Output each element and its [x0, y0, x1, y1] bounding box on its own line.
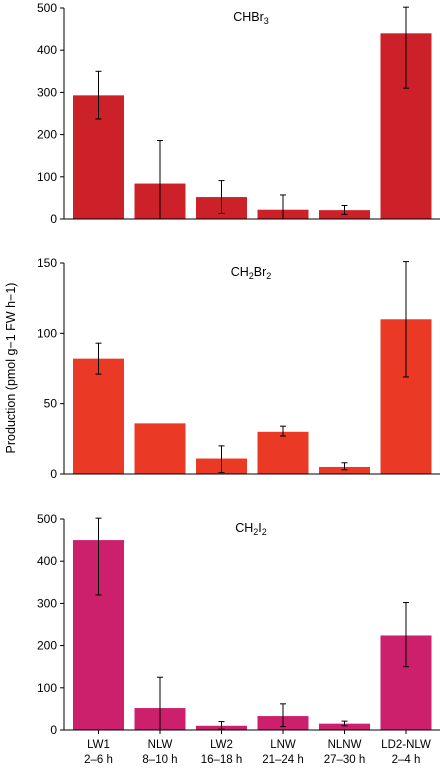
error-bar	[280, 703, 286, 728]
y-tick-label: 500	[37, 1, 57, 15]
x-category-sublabel: 21–24 h	[262, 754, 304, 766]
error-bar	[403, 602, 409, 668]
chart-panel: 0 50 100 150 CH2Br2	[37, 256, 440, 481]
y-tick-label: 100	[37, 170, 57, 184]
x-category-sublabel: 2–4 h	[392, 754, 421, 766]
x-category-sublabel: 8–10 h	[142, 754, 177, 766]
y-tick-label: 0	[50, 467, 57, 481]
y-tick-label: 300	[37, 596, 57, 610]
error-bar	[95, 342, 102, 375]
y-tick-label: 0	[50, 723, 57, 737]
y-tick-label: 200	[37, 128, 57, 142]
panel-title: CH2I2	[235, 521, 267, 537]
y-tick-label: 400	[37, 554, 57, 568]
error-bar	[341, 204, 348, 215]
y-tick-label: 400	[37, 43, 57, 57]
y-tick-label: 100	[37, 681, 57, 695]
error-bar	[218, 721, 225, 730]
error-bar	[341, 720, 348, 727]
x-category-sublabel: 27–30 h	[324, 754, 366, 766]
error-bar	[95, 517, 102, 596]
chart-panel: 0 100 200 300 400 500 CH2I2	[37, 512, 440, 737]
x-category-label: NLW	[148, 739, 173, 751]
error-bar	[403, 261, 409, 378]
x-category-label: LW2	[210, 739, 233, 751]
y-tick-label: 100	[37, 326, 57, 340]
chart-panel: 0 100 200 300 400 500 CHBr3	[37, 1, 440, 226]
error-bar	[95, 70, 102, 120]
x-category-sublabel: 2–6 h	[84, 754, 113, 766]
y-tick-label: 200	[37, 639, 57, 653]
y-tick-label: 0	[50, 212, 57, 226]
error-bar	[341, 462, 348, 471]
bar	[319, 466, 370, 474]
x-category-label: LNW	[270, 739, 296, 751]
panel-title: CH2Br2	[231, 265, 272, 281]
error-bar	[280, 425, 286, 437]
x-category-label: LD2-NLW	[381, 739, 431, 751]
panel-title: CHBr3	[233, 10, 269, 26]
y-tick-label: 500	[37, 512, 57, 526]
x-category-label: LW1	[87, 739, 110, 751]
y-tick-label: 150	[37, 256, 57, 270]
panels: 0 100 200 300 400 500 CHBr3 0 50 100 150 CH2Br2 0 100…	[37, 1, 440, 737]
x-category-label: NLNW	[328, 739, 362, 751]
y-axis-label: Production (pmol g−1 FW h−1)	[4, 283, 18, 454]
x-category-labels: LW1 2–6 h NLW 8–10 h LW2 16–18 h LNW 21–24 h NLN…	[84, 730, 431, 766]
bar	[257, 431, 309, 474]
bar	[73, 358, 124, 474]
bar	[134, 423, 186, 474]
y-tick-label: 50	[44, 397, 58, 411]
bar	[319, 723, 370, 730]
error-bar	[403, 6, 409, 89]
error-bar	[218, 180, 225, 215]
y-tick-label: 300	[37, 85, 57, 99]
error-bar	[218, 445, 225, 474]
x-category-sublabel: 16–18 h	[201, 754, 243, 766]
